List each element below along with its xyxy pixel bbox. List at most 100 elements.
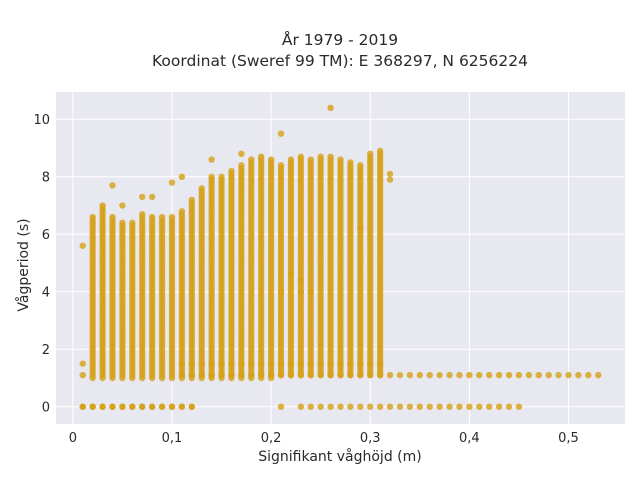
data-point [585,371,592,379]
data-point [198,360,205,367]
data-point [297,371,305,379]
data-point [505,371,513,379]
data-point [139,210,146,218]
data-point [168,179,176,186]
data-point [386,371,394,379]
y-tick-label: 4 [42,285,50,300]
data-point [218,173,225,180]
data-point [595,371,602,379]
data-point [99,403,106,410]
x-tick-label: 0,4 [459,431,480,446]
data-point [248,371,255,379]
y-tick-label: 6 [42,228,50,243]
data-point [406,371,414,379]
data-point [386,170,394,178]
data-point [367,403,374,410]
data-point [297,403,305,410]
x-tick-label: 0,3 [360,431,381,446]
data-point [188,403,196,410]
data-point [238,360,245,367]
data-point [178,403,186,410]
data-point [327,104,334,112]
data-point [575,371,582,379]
data-point [357,162,364,169]
data-point [367,150,374,157]
data-point [267,156,275,163]
data-point [327,153,334,160]
data-point [158,213,166,221]
data-point [505,403,513,410]
data-point [188,196,196,203]
data-point [198,185,205,192]
data-point [357,371,364,379]
data-point [297,360,305,367]
data-point [168,213,176,221]
data-point [79,242,86,249]
y-tick-label: 10 [33,113,50,128]
data-point [79,371,86,379]
y-tick-label: 8 [42,170,50,185]
data-point [287,371,295,379]
data-point [79,360,86,367]
data-point [188,360,196,367]
data-point [416,371,423,379]
data-point [139,193,146,201]
data-point [178,371,186,379]
data-point [89,403,96,410]
data-point [357,360,364,367]
x-tick-label: 0,1 [162,431,183,446]
data-point [277,162,285,169]
data-point [317,403,324,410]
data-point [119,219,126,226]
data-point [357,225,364,232]
data-point [327,360,334,367]
data-point [277,371,285,379]
data-point [258,360,265,367]
data-point [396,403,404,410]
data-point [297,288,305,295]
data-point [267,371,275,379]
data-point [238,162,245,169]
data-point [238,150,245,157]
data-point [545,371,552,379]
chart-title: År 1979 - 2019 Koordinat (Sweref 99 TM):… [152,30,528,70]
data-point [129,219,136,226]
data-point [208,156,215,163]
data-point [178,173,186,180]
data-point [476,403,483,410]
data-point [248,156,255,163]
data-point [535,371,542,379]
data-point [347,371,354,379]
data-point [158,403,166,410]
data-point [495,403,503,410]
x-tick-label: 0 [69,431,77,446]
data-point [228,360,235,367]
data-point [446,403,453,410]
data-point [228,167,235,175]
data-point [178,208,186,215]
data-point [168,403,176,410]
data-point [347,159,354,166]
data-point [258,371,265,379]
data-point [555,371,562,379]
x-axis-label: Signifikant våghöjd (m) [258,448,421,465]
data-point [119,202,126,209]
data-point [327,371,334,379]
data-point [436,371,443,379]
data-point [456,371,463,379]
data-point [109,403,116,410]
data-point [515,371,523,379]
data-point [565,371,572,379]
data-point [79,403,86,410]
data-point [307,403,314,410]
y-axis-label: Vågperiod (s) [15,218,32,311]
y-axis-ticks: 0 2 4 6 8 10 [33,113,50,415]
data-point [337,371,344,379]
data-point [515,403,523,410]
data-point [208,371,215,379]
data-point [287,156,295,163]
data-point [277,403,285,410]
data-point [476,371,483,379]
data-point [436,403,443,410]
